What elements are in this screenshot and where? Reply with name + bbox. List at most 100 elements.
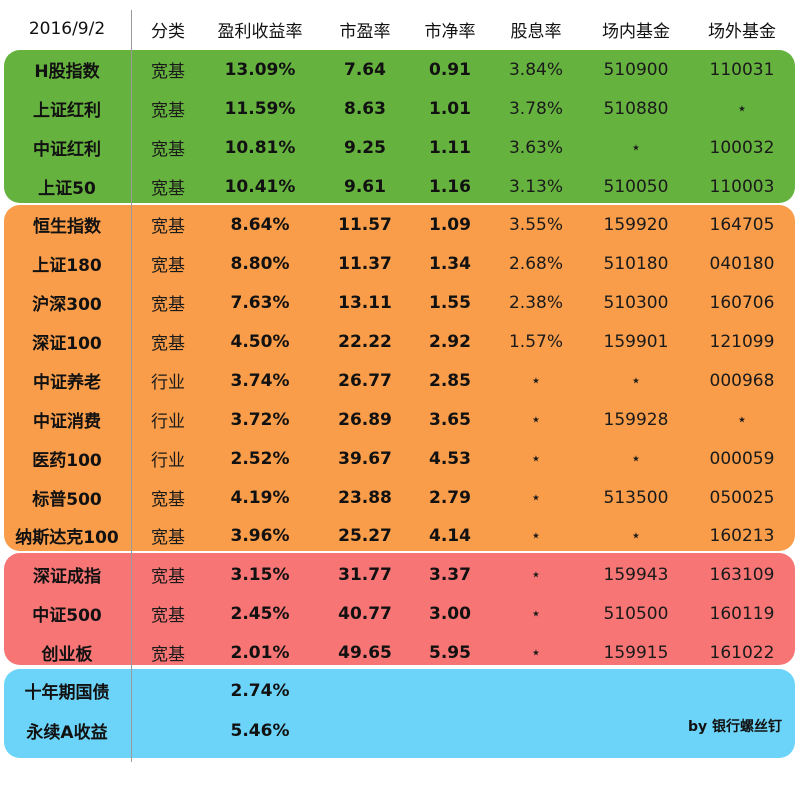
table-row: 沪深300 宽基 7.63% 13.11 1.55 2.38% 510300 160706 <box>0 283 800 322</box>
offmarket-fund-code: 160119 <box>709 603 775 624</box>
onmarket-fund-code: ⋆ <box>630 137 642 158</box>
pb-ratio: 2.92 <box>429 331 471 352</box>
pe-ratio: 9.61 <box>344 176 386 197</box>
dividend-yield: 3.55% <box>508 214 563 235</box>
pe-ratio: 39.67 <box>338 448 392 469</box>
index-type <box>136 711 200 750</box>
index-type: 行业 <box>151 451 185 471</box>
pe-ratio <box>320 671 410 710</box>
index-name: 深证100 <box>32 334 102 354</box>
dividend-yield <box>490 711 582 750</box>
onmarket-fund-code: ⋆ <box>630 370 642 391</box>
onmarket-fund-code: 510880 <box>603 98 669 119</box>
earnings-yield: 5.46% <box>230 720 290 741</box>
offmarket-fund-code: 000968 <box>709 370 775 391</box>
index-type: 宽基 <box>151 179 185 199</box>
table-row: 创业板 宽基 2.01% 49.65 5.95 ⋆ 159915 161022 <box>0 633 800 672</box>
pe-ratio: 11.37 <box>338 253 392 274</box>
table-row: 上证50 宽基 10.41% 9.61 1.16 3.13% 510050 110003 <box>0 167 800 206</box>
pb-ratio: 1.01 <box>429 98 471 119</box>
index-type: 宽基 <box>151 62 185 82</box>
pe-ratio: 49.65 <box>338 642 392 663</box>
pe-ratio: 11.57 <box>338 214 392 235</box>
onmarket-fund-code <box>584 711 688 750</box>
column-divider <box>131 10 132 762</box>
earnings-yield: 3.74% <box>230 370 290 391</box>
group-red-band <box>4 553 795 665</box>
offmarket-fund-code: ⋆ <box>736 98 748 119</box>
earnings-yield: 2.01% <box>230 642 290 663</box>
onmarket-fund-code: 510050 <box>603 176 669 197</box>
index-type: 宽基 <box>151 295 185 315</box>
pe-ratio: 26.77 <box>338 370 392 391</box>
onmarket-fund-code: 510500 <box>603 603 669 624</box>
index-name: H股指数 <box>34 62 100 82</box>
pb-ratio: 4.14 <box>429 525 471 546</box>
header-date: 2016/9/2 <box>28 19 106 39</box>
dividend-yield: 3.63% <box>508 137 563 158</box>
pb-ratio <box>410 671 490 710</box>
onmarket-fund-code: 513500 <box>603 487 669 508</box>
earnings-yield: 3.96% <box>230 525 290 546</box>
index-type <box>136 671 200 710</box>
index-type: 行业 <box>151 373 185 393</box>
index-type: 宽基 <box>151 606 185 626</box>
table-header: 2016/9/2 分类 盈利收益率 市盈率 市净率 股息率 场内基金 场外基金 <box>0 10 800 48</box>
pe-ratio: 31.77 <box>338 564 392 585</box>
pb-ratio: 3.37 <box>429 564 471 585</box>
pe-ratio: 9.25 <box>344 137 386 158</box>
pe-ratio: 40.77 <box>338 603 392 624</box>
onmarket-fund-code: 510900 <box>603 59 669 80</box>
index-name: 医药100 <box>32 451 102 471</box>
index-type: 宽基 <box>151 101 185 121</box>
index-name: 上证180 <box>32 256 102 276</box>
table-row: 标普500 宽基 4.19% 23.88 2.79 ⋆ 513500 050025 <box>0 478 800 517</box>
onmarket-fund-code: 159901 <box>603 331 669 352</box>
dividend-yield: 2.38% <box>508 292 563 313</box>
offmarket-fund-code: 110031 <box>709 59 775 80</box>
index-name: 创业板 <box>41 645 93 665</box>
dividend-yield: ⋆ <box>530 487 542 508</box>
dividend-yield: 1.57% <box>508 331 563 352</box>
index-name: 标普500 <box>32 490 102 510</box>
earnings-yield: 10.81% <box>224 137 296 158</box>
pb-ratio: 1.34 <box>429 253 471 274</box>
dividend-yield <box>490 671 582 710</box>
pb-ratio: 2.79 <box>429 487 471 508</box>
earnings-yield: 2.45% <box>230 603 290 624</box>
header-dividend: 股息率 <box>510 21 562 42</box>
onmarket-fund-code: ⋆ <box>630 525 642 546</box>
group-orange-band <box>4 205 795 551</box>
table-row: 恒生指数 宽基 8.64% 11.57 1.09 3.55% 159920 164705 <box>0 205 800 244</box>
pb-ratio <box>410 711 490 750</box>
pb-ratio: 3.00 <box>429 603 471 624</box>
onmarket-fund-code: 159943 <box>603 564 669 585</box>
index-type: 宽基 <box>151 334 185 354</box>
pb-ratio: 0.91 <box>429 59 471 80</box>
offmarket-fund-code: 164705 <box>709 214 775 235</box>
pe-ratio <box>320 711 410 750</box>
index-type: 宽基 <box>151 567 185 587</box>
dividend-yield: ⋆ <box>530 448 542 469</box>
earnings-yield: 13.09% <box>224 59 296 80</box>
table-row: 深证成指 宽基 3.15% 31.77 3.37 ⋆ 159943 163109 <box>0 555 800 594</box>
dividend-yield: ⋆ <box>530 642 542 663</box>
onmarket-fund-code: 159928 <box>603 409 669 430</box>
header-pb: 市净率 <box>424 21 476 42</box>
group-blue-band <box>4 669 795 758</box>
earnings-yield: 3.72% <box>230 409 290 430</box>
index-name: 深证成指 <box>33 567 101 587</box>
pb-ratio: 1.11 <box>429 137 471 158</box>
index-name: 中证红利 <box>33 140 101 160</box>
table-row: 中证500 宽基 2.45% 40.77 3.00 ⋆ 510500 160119 <box>0 594 800 633</box>
index-type: 宽基 <box>151 217 185 237</box>
offmarket-fund-code: 100032 <box>709 137 775 158</box>
index-name: 中证消费 <box>33 412 101 432</box>
offmarket-fund-code: ⋆ <box>736 409 748 430</box>
table-row: 深证100 宽基 4.50% 22.22 2.92 1.57% 159901 121099 <box>0 322 800 361</box>
offmarket-fund-code: 161022 <box>709 642 775 663</box>
pe-ratio: 26.89 <box>338 409 392 430</box>
earnings-yield: 2.74% <box>230 680 290 701</box>
offmarket-fund-code: 163109 <box>709 564 775 585</box>
earnings-yield: 7.63% <box>230 292 290 313</box>
